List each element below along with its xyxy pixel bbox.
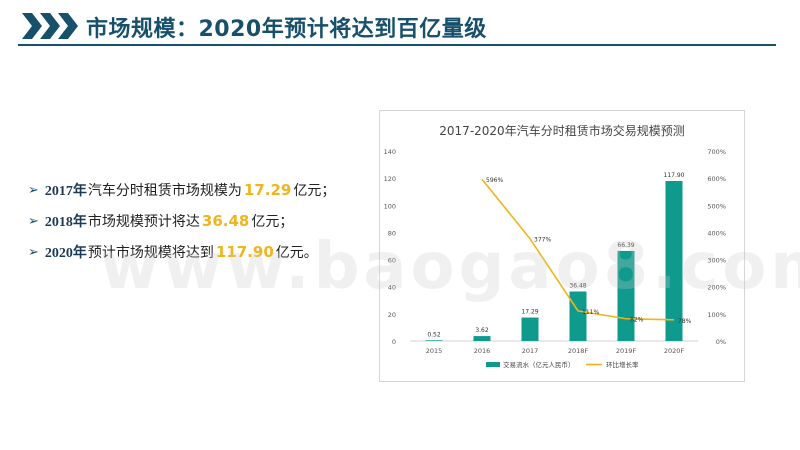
y2-tick-label: 400% [707,229,726,237]
bullet-value: 17.29 [243,181,292,199]
y-tick-label: 0 [392,338,396,346]
bullet-arrow-icon: ➢ [28,244,39,260]
bullet-item: ➢ 2018年 市场规模预计将达 36.48 亿元； [28,211,335,231]
y-tick-label: 80 [388,229,396,237]
y2-tick-label: 100% [707,311,726,319]
bullet-item: ➢ 2017年 汽车分时租赁市场规模为 17.29 亿元； [28,180,335,200]
chart-title: 2017-2020年汽车分时租赁市场交易规模预测 [439,123,684,138]
line-data-label: 596% [486,177,503,184]
chart-canvas: 2017-2020年汽车分时租赁市场交易规模预测 0 20 40 60 80 100 120… [384,123,726,369]
bar-data-label: 36.48 [569,282,586,289]
bar-data-label: 117.90 [664,172,685,179]
line-data-label: 78% [678,318,692,325]
bullet-year: 2020年 [44,246,87,261]
x-tick-label: 2016 [474,347,491,355]
y2-tick-label: 300% [707,257,726,265]
x-tick-label: 2019F [616,347,637,355]
bullet-text: 汽车分时租赁市场规模为 [87,183,242,199]
line-data-label: 377% [534,237,551,244]
y-tick-label: 60 [388,257,396,265]
bar-data-label: 3.62 [475,327,489,334]
line-data-label: 82% [630,317,644,324]
y-tick-label: 100 [384,202,396,210]
chevron-arrows-icon [22,13,78,39]
bar [569,291,587,341]
bullet-value: 36.48 [201,212,250,230]
y-tick-label: 40 [388,284,396,292]
bar-data-label: 17.29 [521,309,538,316]
legend-bar-swatch [486,362,500,367]
y2-tick-label: 500% [707,202,726,210]
bullet-text: 预计市场规模将达到 [87,245,214,261]
x-tick-label: 2017 [522,347,539,355]
bullet-suffix: 亿元； [293,183,336,199]
bullet-item: ➢ 2020年 预计市场规模将达到 117.90 亿元。 [28,242,335,262]
market-size-chart: 2017-2020年汽车分时租赁市场交易规模预测 0 20 40 60 80 100 120… [379,110,745,382]
growth-rate-line [481,178,675,321]
title-divider [18,44,776,46]
y2-tick-label: 700% [707,148,726,156]
y-tick-label: 140 [384,148,396,156]
x-tick-label: 2020F [664,347,685,355]
bar-data-label: 66.39 [617,242,634,249]
bar-data-label: 0.52 [427,331,441,338]
y-tick-label: 120 [384,175,396,183]
y-tick-label: 20 [388,311,396,319]
bullet-suffix: 亿元； [251,214,294,230]
bullet-year: 2017年 [44,184,87,199]
bar [665,180,683,341]
bar [473,336,491,341]
bullet-arrow-icon: ➢ [28,213,39,229]
bullet-year: 2018年 [44,215,87,230]
y2-tick-label: 200% [707,284,726,292]
x-tick-label: 2018F [568,347,589,355]
y2-tick-label: 0% [716,338,726,346]
line-data-label: 111% [582,309,599,316]
page-title: 市场规模：2020年预计将达到百亿量级 [86,17,487,42]
bullet-arrow-icon: ➢ [28,182,39,198]
bar [521,317,539,341]
bullet-suffix: 亿元。 [275,245,318,261]
legend-label: 环比增长率 [606,360,639,369]
bullet-value: 117.90 [215,243,274,261]
bullet-list: ➢ 2017年 汽车分时租赁市场规模为 17.29 亿元； ➢ 2018年 市场… [28,180,335,273]
legend-label: 交易流水（亿元人民币） [503,360,575,369]
y2-tick-label: 600% [707,175,726,183]
bar [617,250,635,341]
bar [425,340,443,341]
bullet-text: 市场规模预计将达 [87,214,200,230]
x-tick-label: 2015 [426,347,443,355]
